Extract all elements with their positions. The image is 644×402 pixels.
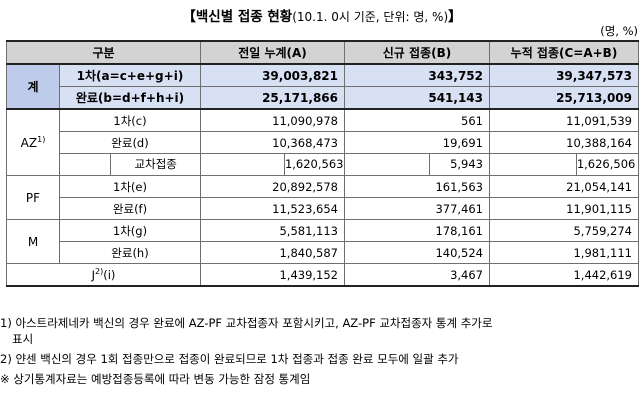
cell-prev: 10,368,473	[200, 131, 345, 154]
cell-prev: 1,620,563	[200, 153, 345, 176]
cell-new: 377,461	[344, 197, 490, 220]
table-row: M 1차(g) 5,581,113 178,161 5,759,274	[6, 219, 639, 264]
cell-prev: 11,523,654	[200, 197, 345, 220]
footnote: ※ 상기통계자료는 예방접종등록에 따라 변동 가능한 잠정 통계임	[0, 372, 311, 386]
cell-prev: 11,090,978	[200, 108, 345, 132]
vaccine-table: 구분 전일 누계(A) 신규 접종(B) 누적 접종(C=A+B) 계 1차(a…	[6, 40, 639, 287]
table-row: 교차접종 1,620,563 5,943 1,626,506	[7, 153, 639, 176]
row-label: 완료(f)	[59, 197, 201, 220]
table-row: 완료(d) 10,368,473 19,691 10,388,164	[7, 131, 639, 154]
cell-cum: 10,388,164	[489, 131, 639, 154]
cell-prev: 1,439,152	[200, 263, 345, 287]
cell-new: 5,943	[344, 153, 490, 176]
header-new: 신규 접종(B)	[344, 40, 490, 65]
table-row: 완료(h) 1,840,587 140,524 1,981,111	[7, 241, 639, 264]
cell-new: 19,691	[344, 131, 490, 154]
footnote: 1) 아스트라제네카 백신의 경우 완료에 AZ-PF 교차접종자 포함시키고,…	[0, 316, 493, 330]
table-row: PF 1차(e) 20,892,578 161,563 21,054,141	[6, 175, 639, 220]
row-label: 1차(g)	[59, 219, 201, 242]
cell-prev: 39,003,821	[200, 63, 345, 87]
cell-new: 178,161	[344, 219, 490, 242]
cross-label-cell: 교차접종	[59, 153, 201, 176]
header-prev-total: 전일 누계(A)	[200, 40, 345, 65]
cell-prev: 25,171,866	[200, 86, 345, 110]
cell-prev: 20,892,578	[200, 175, 345, 198]
unit-label: (명, %)	[600, 24, 638, 38]
cell-cum: 21,054,141	[489, 175, 639, 198]
page-title: 【백신별 접종 현황(10.1. 0시 기준, 단위: 명, %)】	[0, 5, 644, 25]
footnotes: 1) 아스트라제네카 백신의 경우 완료에 AZ-PF 교차접종자 포함시키고,…	[0, 315, 640, 391]
pf-label: PF	[6, 175, 60, 220]
title-end: 】	[448, 9, 462, 25]
cell-prev: 5,581,113	[200, 219, 345, 242]
cell-cum: 1,981,111	[489, 241, 639, 264]
row-label: 완료(d)	[59, 131, 201, 154]
row-label: 1차(a=c+e+g+i)	[59, 63, 201, 87]
cell-new: 561	[344, 108, 490, 132]
cell-cum: 11,091,539	[489, 108, 639, 132]
cell-cum: 1,626,506	[489, 153, 639, 176]
cell-cum: 11,901,115	[489, 197, 639, 220]
footnote: 2) 얀센 백신의 경우 1회 접종만으로 접종이 완료되므로 1차 접종과 접…	[0, 352, 459, 366]
cell-new: 343,752	[344, 63, 490, 87]
title-main: 【백신별 접종 현황	[182, 9, 293, 25]
table-row: 완료(f) 11,523,654 377,461 11,901,115	[7, 197, 639, 220]
az-label: AZ1)	[6, 108, 60, 176]
row-label: 1차(c)	[59, 108, 201, 132]
cell-new: 161,563	[344, 175, 490, 198]
cross-label: 교차접종	[110, 154, 199, 175]
footnote: 표시	[12, 332, 34, 346]
cell-cum: 39,347,573	[489, 63, 639, 87]
table-row: 계 1차(a=c+e+g+i) 39,003,821 343,752 39,34…	[6, 63, 639, 110]
cell-prev: 1,840,587	[200, 241, 345, 264]
row-label: 1차(e)	[59, 175, 201, 198]
cell-cum: 5,759,274	[489, 219, 639, 242]
row-label: 완료(b=d+f+h+i)	[59, 86, 201, 110]
cell-new: 140,524	[344, 241, 490, 264]
cell-new: 541,143	[344, 86, 490, 110]
table-row: 완료(b=d+f+h+i) 25,171,866 541,143 25,713,…	[6, 86, 639, 110]
total-label: 계	[6, 63, 60, 110]
m-label: M	[6, 219, 60, 264]
j-label: J2)(i)	[6, 263, 201, 287]
table-row: AZ1) 1차(c) 11,090,978 561 11,091,539	[6, 108, 639, 176]
row-label: 완료(h)	[59, 241, 201, 264]
title-sub: (10.1. 0시 기준, 단위: 명, %)	[292, 10, 449, 24]
cell-cum: 25,713,009	[489, 86, 639, 110]
header-category: 구분	[6, 40, 201, 65]
header-cumulative: 누적 접종(C=A+B)	[489, 40, 639, 65]
cell-cum: 1,442,619	[489, 263, 639, 287]
header-row: 구분 전일 누계(A) 신규 접종(B) 누적 접종(C=A+B)	[6, 40, 639, 65]
table-row: J2)(i) 1,439,152 3,467 1,442,619	[6, 263, 639, 287]
cell-new: 3,467	[344, 263, 490, 287]
